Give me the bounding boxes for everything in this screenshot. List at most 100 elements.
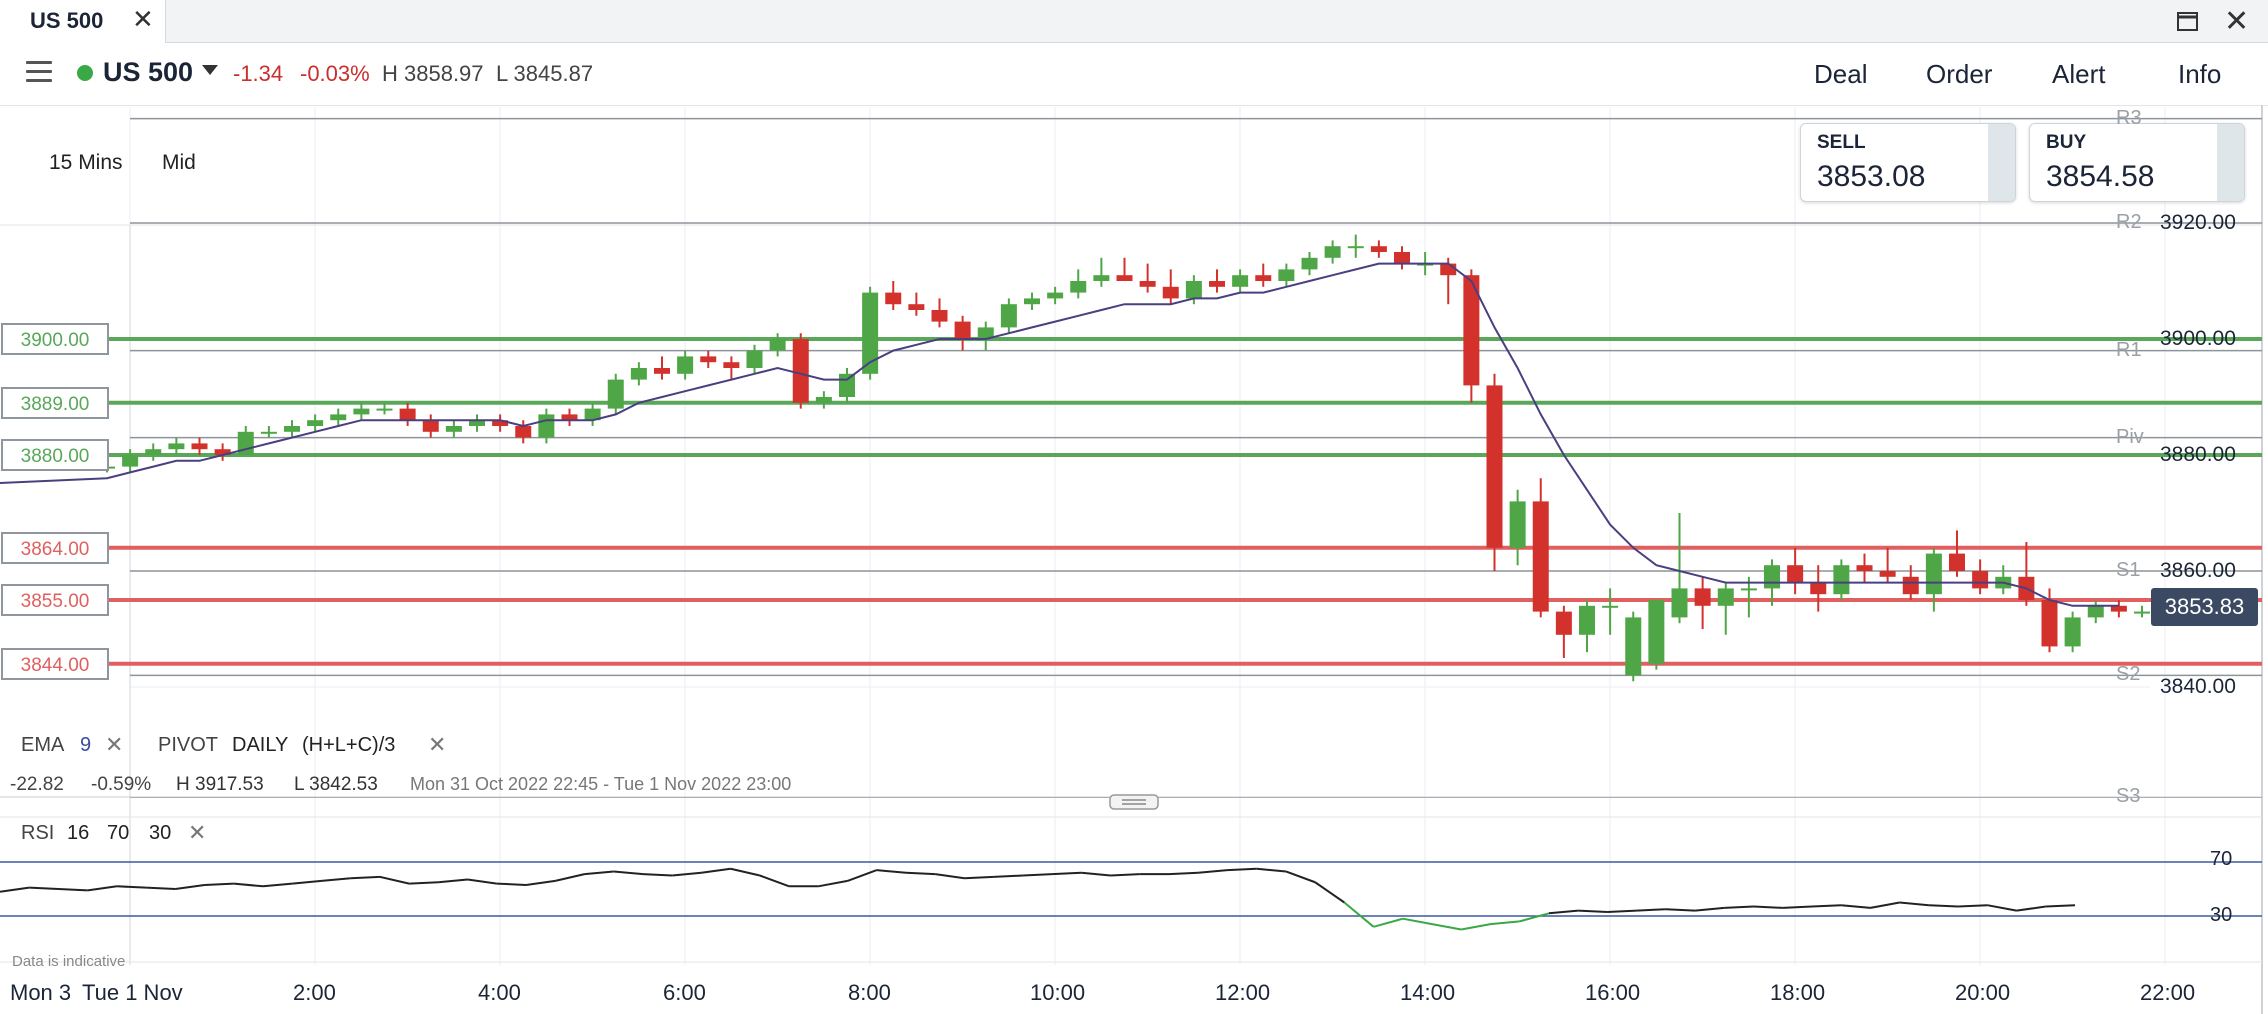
candle-body xyxy=(191,443,208,450)
pivot-name[interactable]: PIVOT xyxy=(158,734,219,756)
alert-menu[interactable]: Alert xyxy=(2052,59,2106,89)
alert-level-box[interactable]: 3900.00 xyxy=(1,323,109,355)
alert-level-box[interactable]: 3889.00 xyxy=(1,386,109,419)
market-low: L 3845.87 xyxy=(496,61,594,86)
candle-body xyxy=(815,397,832,403)
rsi-line xyxy=(1110,873,1140,877)
time-axis-label: 18:00 xyxy=(1770,980,1826,1005)
rsi-line xyxy=(584,870,614,876)
hamburger-menu-icon[interactable] xyxy=(26,61,52,83)
rsi-line xyxy=(1665,908,1696,912)
rsi-line xyxy=(1841,904,1871,909)
pivot-label: S3 xyxy=(2116,785,2141,808)
candle-body xyxy=(1717,588,1734,606)
rsi-line xyxy=(1314,881,1345,904)
candle-body xyxy=(376,408,393,411)
session-range: Mon 31 Oct 2022 22:45 - Tue 1 Nov 2022 2… xyxy=(410,774,792,794)
rsi-line xyxy=(233,882,264,888)
market-toolbar: US 500 -1.34 -0.03% H 3858.97 L 3845.87 … xyxy=(0,43,2268,106)
rsi-line xyxy=(1987,904,2017,912)
pivot-label: R2 xyxy=(2116,211,2142,233)
tab-us500[interactable]: US 500 ✕ xyxy=(0,0,166,43)
candle-body xyxy=(330,414,347,421)
close-icon[interactable]: ✕ xyxy=(132,4,154,34)
market-change: -1.34 xyxy=(233,61,284,86)
alert-level-box[interactable]: 3844.00 xyxy=(1,647,109,680)
candle-body xyxy=(1532,501,1549,612)
price-type-selector[interactable]: Mid xyxy=(162,151,196,174)
rsi-line xyxy=(292,879,322,885)
candle-body xyxy=(1879,571,1896,577)
rsi-line xyxy=(1636,908,1666,912)
rsi-line xyxy=(1052,871,1082,876)
pivot-label: R1 xyxy=(2116,338,2142,361)
remove-pivot-icon[interactable]: ✕ xyxy=(428,732,447,757)
order-menu[interactable]: Order xyxy=(1926,59,1993,89)
price-axis-label: 3920.00 xyxy=(2160,211,2236,234)
candle-body xyxy=(1301,257,1318,270)
candle-body xyxy=(746,350,763,368)
rsi-line xyxy=(204,882,234,886)
tab-title: US 500 xyxy=(30,8,104,33)
price-axis-label: 3880.00 xyxy=(2160,443,2236,466)
candle-body xyxy=(1625,617,1642,676)
rsi-line xyxy=(1198,869,1228,874)
rsi-line xyxy=(730,867,761,877)
rsi-line xyxy=(1256,867,1287,873)
rsi-line xyxy=(964,875,994,880)
time-axis-label: 10:00 xyxy=(1030,980,1086,1005)
candle-body xyxy=(1255,275,1272,281)
candle-body xyxy=(723,362,740,368)
rsi-line xyxy=(2016,905,2046,912)
rsi-line xyxy=(409,881,439,885)
rsi-name[interactable]: RSI xyxy=(21,822,55,844)
ema-name[interactable]: EMA xyxy=(21,734,65,756)
session-high: H 3917.53 xyxy=(176,774,264,795)
maximize-icon[interactable] xyxy=(2176,2,2200,42)
candle-body xyxy=(1070,281,1087,293)
candle-body xyxy=(2041,600,2058,647)
candle-body xyxy=(654,368,670,374)
market-name[interactable]: US 500 xyxy=(103,57,194,87)
candle-body xyxy=(1810,582,1827,595)
candle-body xyxy=(1047,292,1064,299)
candle-body xyxy=(1116,275,1133,281)
candle-body xyxy=(769,339,786,351)
candle-body xyxy=(122,455,139,467)
pivot-label: S2 xyxy=(2116,663,2141,686)
candle-body xyxy=(145,449,162,455)
candle-body xyxy=(1509,501,1526,548)
candle-body xyxy=(977,327,994,339)
remove-ema-icon[interactable]: ✕ xyxy=(105,732,124,757)
time-axis-label: 22:00 xyxy=(2140,980,2196,1005)
rsi-line xyxy=(467,878,497,885)
info-menu[interactable]: Info xyxy=(2178,59,2222,89)
alert-level-box[interactable]: 3880.00 xyxy=(1,439,109,471)
rsi-line xyxy=(87,885,118,892)
deal-menu[interactable]: Deal xyxy=(1814,59,1868,89)
rsi-line xyxy=(350,875,380,880)
candle-body xyxy=(908,304,925,310)
candle-body xyxy=(1579,605,1595,635)
candle-body xyxy=(307,420,324,426)
chevron-down-icon[interactable] xyxy=(202,65,218,75)
interval-selector[interactable]: 15 Mins xyxy=(49,151,123,174)
candle-body xyxy=(538,414,555,438)
candle-body xyxy=(1833,565,1850,595)
buy-ticket[interactable]: BUY 3854.58 xyxy=(2029,123,2245,202)
market-high: H 3858.97 xyxy=(382,61,484,86)
time-axis-label: 6:00 xyxy=(663,980,706,1005)
alert-level-box[interactable]: 3855.00 xyxy=(1,584,109,616)
rsi-line xyxy=(613,870,644,876)
rsi-line xyxy=(1343,901,1375,928)
rsi-line xyxy=(1519,912,1550,923)
candle-body xyxy=(168,443,185,450)
alert-level-box[interactable]: 3864.00 xyxy=(1,531,109,564)
rsi-line xyxy=(555,873,585,882)
remove-rsi-icon[interactable]: ✕ xyxy=(188,820,207,845)
sell-ticket[interactable]: SELL 3853.08 xyxy=(1800,123,2016,202)
candle-body xyxy=(1324,246,1341,258)
candle-body xyxy=(1185,281,1202,299)
window-close-icon[interactable]: ✕ xyxy=(2224,5,2250,38)
